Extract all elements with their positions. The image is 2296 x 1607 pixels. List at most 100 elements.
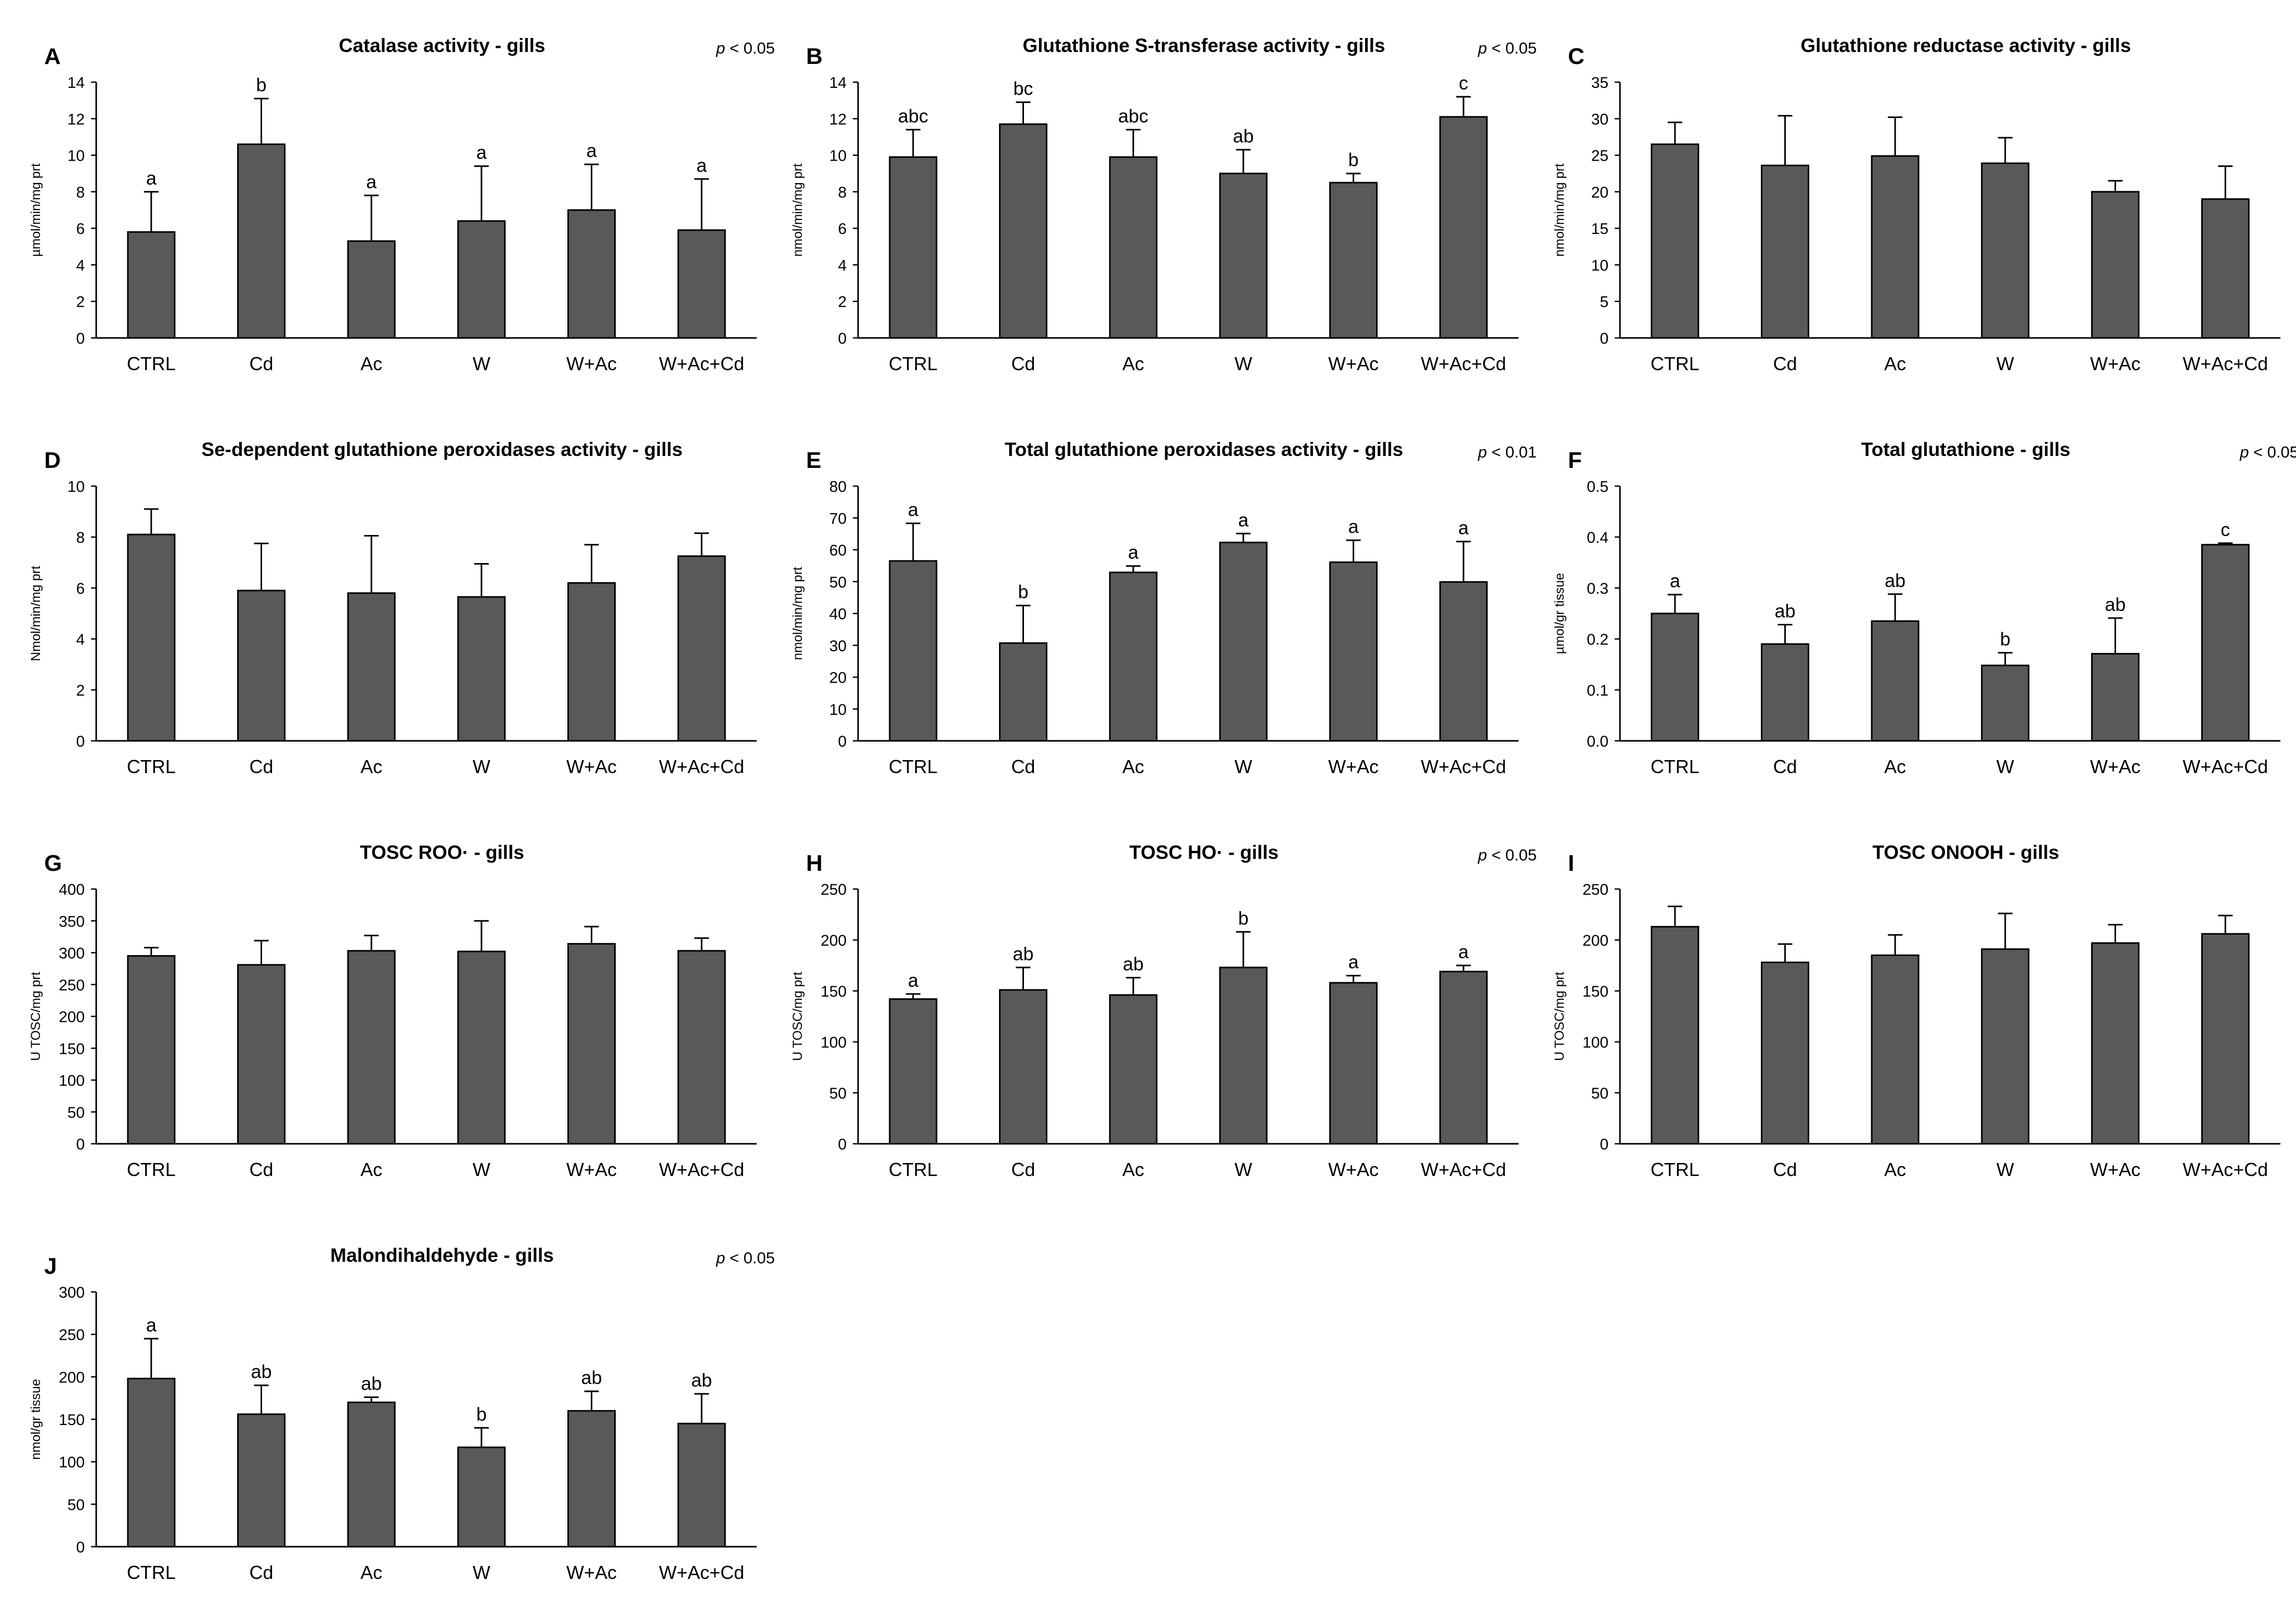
y-tick-label: 100: [1582, 1034, 1609, 1051]
bar: [1219, 966, 1268, 1145]
x-tick-label: W: [1235, 353, 1252, 374]
y-axis-label: µmol/min/mg prt: [29, 163, 43, 257]
bar: [1109, 156, 1158, 339]
significance-label: a: [146, 167, 157, 189]
y-tick-label: 250: [59, 1327, 85, 1344]
panel-letter: D: [44, 448, 61, 473]
panel-letter: G: [44, 851, 62, 876]
chart-title: TOSC ONOOH - gills: [1872, 842, 2059, 863]
y-tick-label: 35: [1591, 74, 1609, 92]
y-tick-label: 70: [829, 510, 847, 527]
x-tick-label: W+Ac+Cd: [2183, 1159, 2268, 1180]
bar: [2091, 942, 2139, 1145]
x-tick-label: W: [1235, 1159, 1252, 1180]
y-tick-label: 0.1: [1587, 682, 1609, 699]
bar: [1761, 164, 1809, 339]
x-tick-label: W+Ac+Cd: [1421, 1159, 1506, 1180]
significance-label: b: [476, 1403, 487, 1425]
y-tick-label: 0: [838, 330, 847, 347]
bar: [237, 1413, 286, 1548]
significance-label: b: [1018, 581, 1028, 603]
chart-title: Catalase activity - gills: [339, 35, 546, 56]
y-tick-label: 0: [76, 330, 85, 347]
y-tick-label: 0.0: [1587, 733, 1609, 750]
y-tick-label: 4: [76, 631, 85, 648]
x-tick-label: Ac: [1884, 353, 1906, 374]
bar: [889, 560, 938, 742]
chart-title: Malondihaldehyde - gills: [330, 1245, 554, 1266]
y-tick-label: 0: [1600, 330, 1609, 347]
y-tick-label: 150: [59, 1040, 85, 1057]
y-tick-label: 0: [76, 1136, 85, 1153]
bar: [1439, 581, 1488, 742]
x-tick-label: Ac: [1884, 756, 1906, 777]
significance-label: a: [1670, 570, 1681, 592]
y-tick-label: 250: [821, 881, 847, 898]
bar: [127, 231, 176, 339]
panel-letter: E: [806, 448, 821, 473]
y-tick-label: 100: [59, 1454, 85, 1471]
bar: [567, 582, 616, 742]
panel-F: F Total glutathione - gills p < 0.05 µmol/g…: [1552, 439, 2296, 777]
x-tick-label: CTRL: [1651, 756, 1700, 777]
panel-letter: C: [1568, 44, 1585, 69]
bar: [1651, 926, 1700, 1145]
bar: [127, 1378, 176, 1548]
significance-label: b: [256, 74, 266, 96]
x-tick-label: W: [473, 1159, 490, 1180]
bar: [347, 1401, 396, 1548]
x-tick-label: W: [1996, 353, 2014, 374]
y-tick-label: 100: [59, 1073, 85, 1090]
y-tick-label: 4: [76, 257, 85, 274]
y-tick-label: 2: [838, 294, 847, 311]
y-tick-label: 250: [59, 977, 85, 994]
y-tick-label: 400: [59, 881, 85, 898]
y-tick-label: 15: [1591, 220, 1609, 238]
y-tick-label: 12: [68, 111, 85, 128]
significance-label: b: [2000, 628, 2010, 649]
y-tick-label: 200: [59, 1009, 85, 1026]
bar: [677, 950, 726, 1145]
y-tick-label: 0.5: [1587, 478, 1609, 495]
significance-label: ab: [1013, 943, 1033, 964]
x-tick-label: W: [1235, 756, 1252, 777]
y-tick-label: 0.4: [1587, 529, 1609, 546]
bar: [457, 596, 506, 742]
significance-label: ab: [581, 1367, 602, 1388]
x-tick-label: Cd: [1011, 353, 1035, 374]
bar: [999, 123, 1047, 339]
bar: [1439, 116, 1488, 339]
x-tick-label: W+Ac: [1328, 353, 1379, 374]
y-tick-label: 300: [59, 1284, 85, 1301]
panel-H: H TOSC HO· - gills p < 0.05 U TOSC/mg prt 0 5…: [790, 842, 1537, 1180]
bar: [1109, 994, 1158, 1145]
significance-label: a: [908, 970, 919, 991]
significance-label: ab: [1774, 600, 1795, 622]
x-tick-label: CTRL: [127, 756, 176, 777]
x-tick-label: Ac: [360, 1159, 382, 1180]
bar: [237, 590, 286, 742]
y-tick-label: 250: [1582, 881, 1609, 898]
x-tick-label: CTRL: [127, 1562, 176, 1583]
bar: [127, 955, 176, 1145]
y-tick-label: 0: [76, 733, 85, 750]
y-tick-label: 200: [59, 1369, 85, 1386]
y-axis-label: U TOSC/mg prt: [790, 972, 805, 1061]
y-tick-label: 50: [829, 574, 847, 591]
x-tick-label: W+Ac+Cd: [2183, 353, 2268, 374]
bar: [677, 1422, 726, 1548]
significance-label: c: [2221, 519, 2230, 540]
x-tick-label: CTRL: [127, 1159, 176, 1180]
y-axis-label: nmol/min/mg prt: [790, 567, 805, 660]
significance-label: a: [1458, 517, 1469, 539]
y-tick-label: 40: [829, 606, 847, 623]
significance-label: ab: [1233, 125, 1254, 147]
x-tick-label: W+Ac+Cd: [2183, 756, 2268, 777]
significance-label: a: [146, 1314, 157, 1336]
p-value: p < 0.05: [1477, 846, 1537, 864]
y-tick-label: 0: [838, 733, 847, 750]
significance-label: a: [696, 154, 707, 176]
y-tick-label: 50: [1591, 1085, 1609, 1102]
significance-label: a: [366, 171, 377, 192]
